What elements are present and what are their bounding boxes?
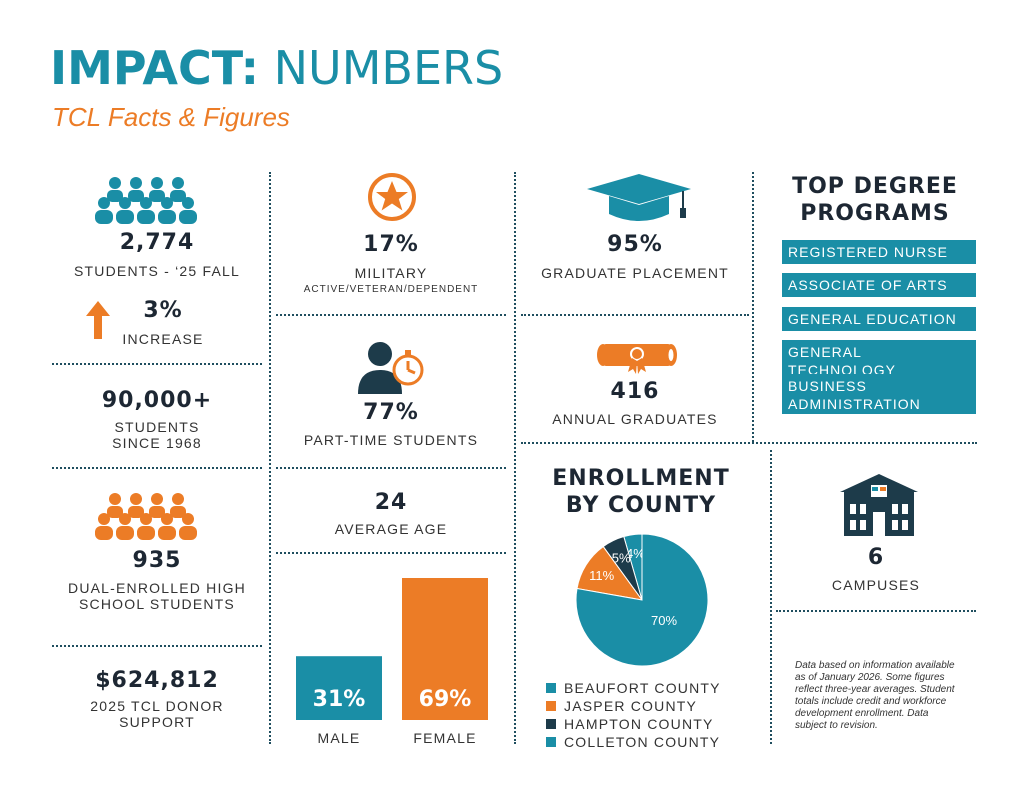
footnote-line3: reflect three-year averages. Student <box>795 684 955 695</box>
gender-bar-chart: 31% 69% <box>296 578 488 720</box>
program-item-business-administration: BUSINESS ADMINISTRATION <box>782 374 976 414</box>
dual-value: 935 <box>132 548 182 573</box>
parttime-label: PART-TIME STUDENTS <box>303 432 479 448</box>
military-sublabel: ACTIVE/VETERAN/DEPENDENT <box>303 284 479 295</box>
divider-h4 <box>276 314 506 316</box>
dual-label-line1: DUAL-ENROLLED HIGH <box>68 580 246 596</box>
legend-swatch-jasper <box>546 701 556 711</box>
divider-h8 <box>521 442 977 444</box>
divider-h3 <box>52 645 262 647</box>
students-label: STUDENTS - ‘25 FALL <box>74 263 240 279</box>
programs-title-line1: TOP DEGREE <box>792 174 958 199</box>
increase-value: 3% <box>143 298 183 323</box>
divider-h1 <box>52 363 262 365</box>
divider-v1 <box>269 172 271 744</box>
age-value: 24 <box>374 490 408 515</box>
bar-label-female: 69% <box>419 687 472 712</box>
divider-v2 <box>514 172 516 744</box>
bar-female <box>402 578 488 720</box>
program-item-registered-nurse: REGISTERED NURSE <box>782 240 976 264</box>
legend-label-hampton: HAMPTON COUNTY <box>564 716 714 732</box>
age-label: AVERAGE AGE <box>334 521 448 537</box>
pie-label-jasper: 11% <box>589 568 614 583</box>
pie-slice-beaufort <box>575 533 709 667</box>
enrollment-title-line1: ENROLLMENT <box>552 466 730 491</box>
arrow-up-icon <box>86 301 110 339</box>
since-label-line2: SINCE 1968 <box>112 435 202 451</box>
campuses-label: CAMPUSES <box>831 577 921 593</box>
since-label-line1: STUDENTS <box>114 419 200 435</box>
since-value: 90,000+ <box>101 388 213 413</box>
program-business-line2: ADMINISTRATION <box>788 396 921 412</box>
campuses-value: 6 <box>867 545 885 570</box>
program-business-line1: BUSINESS <box>788 378 867 394</box>
donor-label-line2: SUPPORT <box>119 714 195 730</box>
dual-label-line2: SCHOOL STUDENTS <box>79 596 235 612</box>
page-subtitle: TCL Facts & Figures <box>52 102 290 132</box>
military-label: MILITARY <box>354 265 428 281</box>
donor-label-line1: 2025 TCL DONOR <box>90 698 224 714</box>
dual-students-group-icon <box>92 492 202 540</box>
legend-item-hampton: HAMPTON COUNTY <box>546 716 714 732</box>
title-light: NUMBERS <box>259 41 504 95</box>
pie-label-hampton: 5% <box>612 550 631 565</box>
placement-value: 95% <box>607 232 663 257</box>
programs-title-line2: PROGRAMS <box>800 201 950 226</box>
enrollment-pie-chart: 4%5% 11% 70% <box>575 533 709 667</box>
program-item-associate-of-arts: ASSOCIATE OF ARTS <box>782 273 976 297</box>
title-bold: IMPACT: <box>50 41 259 95</box>
legend-item-beaufort: BEAUFORT COUNTY <box>546 680 721 696</box>
legend-item-jasper: JASPER COUNTY <box>546 698 697 714</box>
footnote-line1: Data based on information available <box>795 660 955 671</box>
divider-v4 <box>770 450 772 744</box>
program-item-general-education: GENERAL EDUCATION <box>782 307 976 331</box>
divider-h6 <box>276 552 506 554</box>
parttime-value: 77% <box>363 400 419 425</box>
legend-swatch-hampton <box>546 719 556 729</box>
students-group-icon <box>92 176 202 224</box>
pie-label-beaufort: 70% <box>651 613 677 628</box>
footnote-line4: totals include credit and workforce <box>795 696 947 707</box>
bar-label-male: 31% <box>313 687 366 712</box>
footnote: Data based on information available as o… <box>795 660 985 732</box>
bar-category-female: FEMALE <box>413 730 477 746</box>
enrollment-title-line2: BY COUNTY <box>565 493 717 518</box>
graduates-label: ANNUAL GRADUATES <box>552 411 718 427</box>
graduates-value: 416 <box>610 379 660 404</box>
legend-swatch-beaufort <box>546 683 556 693</box>
legend-label-beaufort: BEAUFORT COUNTY <box>564 680 721 696</box>
legend-label-jasper: JASPER COUNTY <box>564 698 698 714</box>
increase-label: INCREASE <box>122 331 204 347</box>
person-stopwatch-icon <box>358 340 430 396</box>
footnote-line5: development enrollment. Data <box>795 708 929 719</box>
divider-h9 <box>776 610 976 612</box>
page-title: IMPACT: NUMBERS <box>50 42 503 94</box>
students-value: 2,774 <box>119 230 195 255</box>
donor-value: $624,812 <box>95 668 219 693</box>
legend-label-colleton: COLLETON COUNTY <box>564 734 721 750</box>
bar-category-male: MALE <box>317 730 361 746</box>
legend-swatch-colleton <box>546 737 556 747</box>
placement-label: GRADUATE PLACEMENT <box>541 265 729 281</box>
graduation-cap-icon <box>585 174 693 224</box>
diploma-icon <box>595 336 679 376</box>
footnote-line2: as of January 2026. Some figures <box>795 672 945 683</box>
campus-building-icon <box>838 472 920 536</box>
military-value: 17% <box>363 232 419 257</box>
bar-male <box>296 656 382 720</box>
footnote-line6: subject to revision. <box>795 720 878 731</box>
divider-h7 <box>521 314 749 316</box>
divider-v3 <box>752 172 754 442</box>
divider-h5 <box>276 467 506 469</box>
divider-h2 <box>52 467 262 469</box>
military-star-icon <box>367 172 417 222</box>
legend-item-colleton: COLLETON COUNTY <box>546 734 720 750</box>
pie-label-colleton: 4% <box>626 546 645 561</box>
